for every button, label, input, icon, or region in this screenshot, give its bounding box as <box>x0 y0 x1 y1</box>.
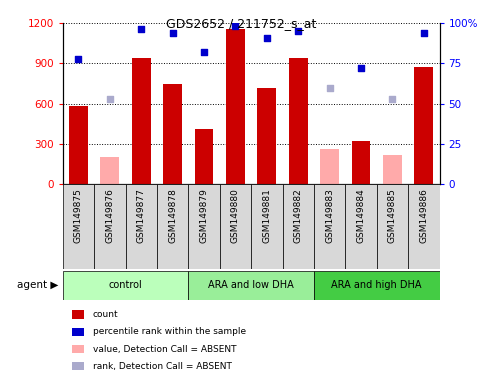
Text: rank, Detection Call = ABSENT: rank, Detection Call = ABSENT <box>93 362 231 371</box>
Bar <box>132 58 151 184</box>
Text: GSM149877: GSM149877 <box>137 189 146 243</box>
Text: GSM149885: GSM149885 <box>388 189 397 243</box>
Text: GSM149886: GSM149886 <box>419 189 428 243</box>
Bar <box>377 184 408 269</box>
Text: GDS2652 / 211752_s_at: GDS2652 / 211752_s_at <box>166 17 317 30</box>
Bar <box>226 29 245 184</box>
Bar <box>352 141 370 184</box>
Point <box>295 28 302 34</box>
Bar <box>283 184 314 269</box>
Bar <box>157 184 188 269</box>
Bar <box>314 271 440 300</box>
Bar <box>289 58 308 184</box>
Point <box>326 84 333 91</box>
Text: GSM149876: GSM149876 <box>105 189 114 243</box>
Bar <box>163 84 182 184</box>
Bar <box>94 184 126 269</box>
Text: value, Detection Call = ABSENT: value, Detection Call = ABSENT <box>93 345 236 354</box>
Text: count: count <box>93 310 118 319</box>
Text: control: control <box>109 280 142 290</box>
Text: ARA and low DHA: ARA and low DHA <box>208 280 294 290</box>
Bar <box>251 184 283 269</box>
Bar <box>314 184 345 269</box>
Text: percentile rank within the sample: percentile rank within the sample <box>93 327 246 336</box>
Point <box>169 30 177 36</box>
Point <box>200 49 208 55</box>
Bar <box>72 328 84 336</box>
Text: GSM149878: GSM149878 <box>168 189 177 243</box>
Bar <box>72 362 84 371</box>
Bar <box>414 68 433 184</box>
Bar <box>100 157 119 184</box>
Bar <box>69 106 88 184</box>
Text: GSM149875: GSM149875 <box>74 189 83 243</box>
Bar <box>72 345 84 353</box>
Point <box>389 96 397 102</box>
Point <box>138 26 145 33</box>
Point <box>232 23 240 29</box>
Bar <box>63 271 188 300</box>
Bar <box>63 184 94 269</box>
Bar <box>126 184 157 269</box>
Text: ARA and high DHA: ARA and high DHA <box>331 280 422 290</box>
Bar <box>188 271 314 300</box>
Bar <box>72 311 84 318</box>
Point <box>263 35 271 41</box>
Point <box>74 55 82 61</box>
Text: agent ▶: agent ▶ <box>16 280 58 290</box>
Text: GSM149884: GSM149884 <box>356 189 366 243</box>
Text: GSM149880: GSM149880 <box>231 189 240 243</box>
Text: GSM149879: GSM149879 <box>199 189 209 243</box>
Point <box>106 96 114 102</box>
Text: GSM149881: GSM149881 <box>262 189 271 243</box>
Bar <box>195 129 213 184</box>
Bar <box>257 88 276 184</box>
Bar <box>220 184 251 269</box>
Bar <box>188 184 220 269</box>
Point <box>357 65 365 71</box>
Point <box>420 30 428 36</box>
Bar <box>320 149 339 184</box>
Text: GSM149882: GSM149882 <box>294 189 303 243</box>
Bar <box>383 156 402 184</box>
Bar <box>408 184 440 269</box>
Text: GSM149883: GSM149883 <box>325 189 334 243</box>
Bar <box>345 184 377 269</box>
